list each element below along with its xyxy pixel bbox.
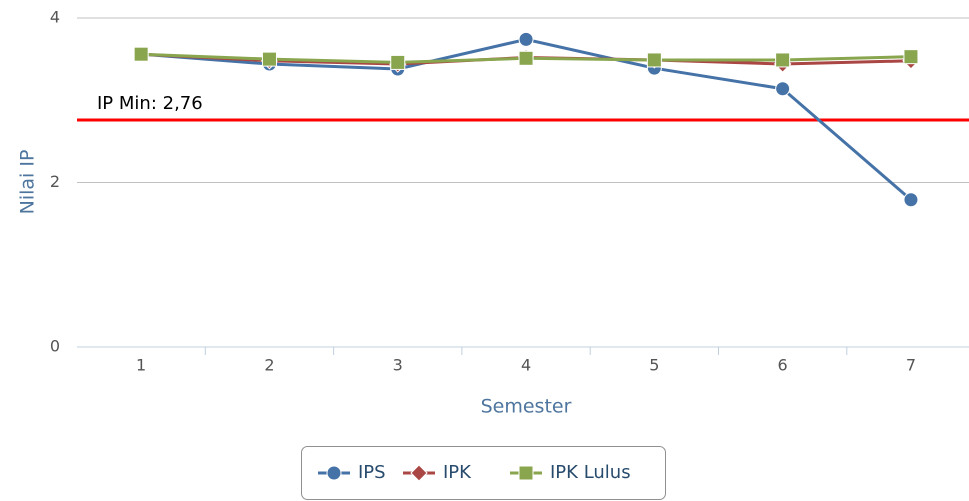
y-tick-label: 4 xyxy=(50,8,60,27)
data-point xyxy=(518,50,534,66)
legend-label: IPK Lulus xyxy=(550,462,631,483)
data-point xyxy=(646,52,662,68)
x-tick-label: 6 xyxy=(778,356,788,375)
y-tick-label: 0 xyxy=(50,337,60,356)
legend-symbol xyxy=(518,465,534,481)
data-point xyxy=(261,51,277,67)
x-tick-label: 1 xyxy=(136,356,146,375)
legend-symbol xyxy=(326,465,342,481)
x-tick-label: 7 xyxy=(906,356,916,375)
data-point xyxy=(518,31,534,47)
data-point xyxy=(903,192,919,208)
data-point xyxy=(775,81,791,97)
x-tick-label: 4 xyxy=(521,356,531,375)
legend-label: IPK xyxy=(443,462,472,483)
legend-symbol xyxy=(410,464,428,482)
y-axis-title: Nilai IP xyxy=(17,150,39,215)
x-tick-label: 3 xyxy=(393,356,403,375)
data-point xyxy=(390,54,406,70)
data-point xyxy=(903,49,919,65)
data-point xyxy=(775,52,791,68)
x-tick-label: 2 xyxy=(264,356,274,375)
legend-label: IPS xyxy=(358,462,386,483)
data-point xyxy=(133,46,149,62)
legend-box xyxy=(301,446,666,500)
x-axis-title: Semester xyxy=(481,396,572,418)
y-tick-label: 2 xyxy=(50,172,60,191)
x-tick-label: 5 xyxy=(649,356,659,375)
plot-line-label: IP Min: 2,76 xyxy=(97,93,203,114)
